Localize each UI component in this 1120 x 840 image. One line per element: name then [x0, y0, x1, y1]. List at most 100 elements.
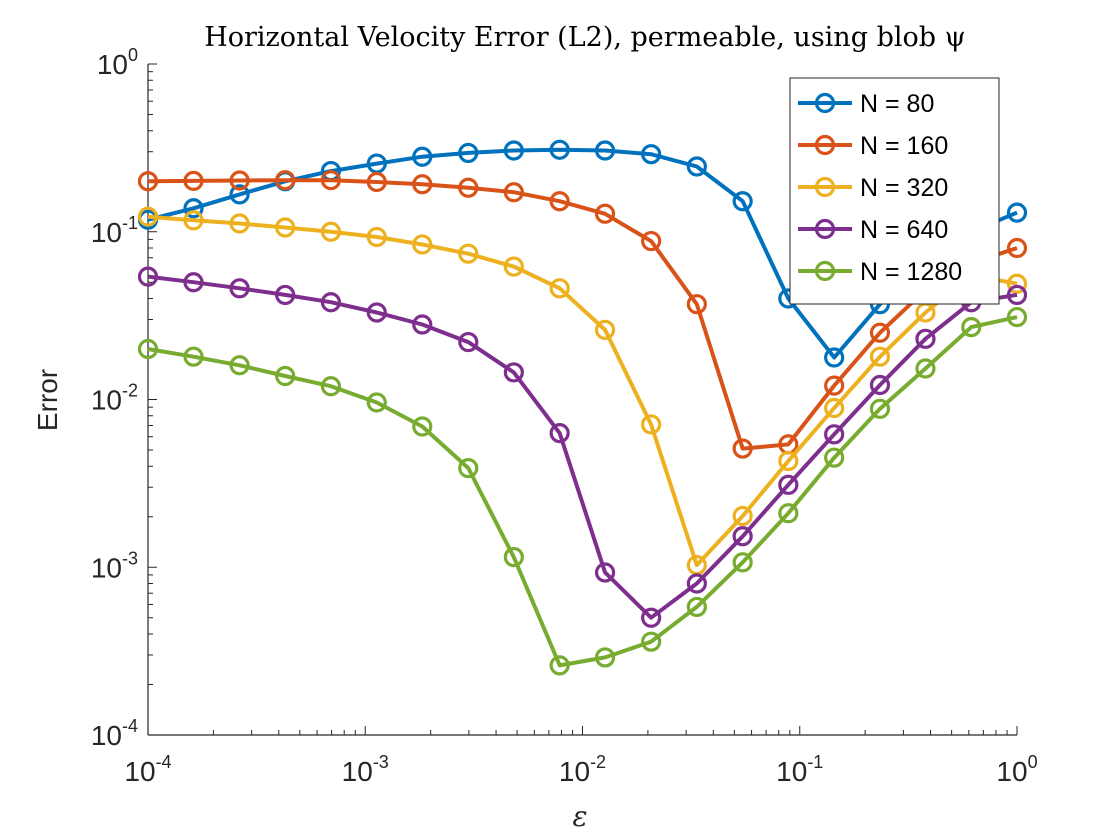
legend-item: N = 320 — [798, 174, 948, 202]
series-2 — [137, 170, 1028, 459]
data-point — [412, 146, 433, 167]
data-point — [686, 573, 707, 594]
legend-item: N = 160 — [798, 132, 948, 160]
legend-label: N = 160 — [860, 132, 948, 160]
data-point — [1006, 306, 1028, 328]
data-point — [641, 144, 662, 165]
series-3 — [137, 206, 1028, 576]
data-point — [183, 210, 204, 231]
y-axis-label: Error — [32, 369, 63, 431]
y-tick-label: 10-2 — [91, 381, 138, 416]
data-point — [412, 416, 433, 437]
data-point — [229, 213, 250, 234]
data-point — [594, 647, 616, 668]
y-axis-ticks: 10-4 10-3 10-2 10-1 100 — [91, 45, 157, 751]
data-point — [915, 328, 936, 349]
data-point — [549, 655, 570, 676]
x-tick-label: 100 — [996, 752, 1037, 787]
data-point — [458, 457, 479, 479]
legend-marker — [814, 218, 836, 240]
data-point — [229, 278, 250, 299]
x-axis-label: ε — [572, 800, 587, 833]
data-point — [412, 314, 433, 335]
y-tick-label: 100 — [97, 45, 138, 80]
x-tick-label: 10-1 — [776, 752, 823, 787]
data-point — [869, 398, 891, 419]
data-point — [503, 362, 524, 383]
data-point — [824, 375, 845, 396]
data-point — [732, 526, 753, 547]
legend-marker — [814, 92, 836, 114]
legend-item: N = 640 — [798, 216, 948, 244]
data-point — [183, 198, 204, 219]
data-point — [183, 170, 204, 191]
legend-label: N = 640 — [860, 216, 948, 244]
data-point — [594, 203, 616, 224]
data-point — [641, 414, 662, 435]
data-point — [1006, 284, 1028, 306]
legend-marker — [814, 176, 836, 198]
legend-box — [789, 77, 1000, 305]
data-point — [549, 139, 570, 160]
x-tick-label: 10-3 — [342, 752, 389, 787]
data-point — [229, 170, 250, 191]
data-point — [366, 302, 387, 323]
data-point — [641, 230, 662, 252]
data-point — [458, 142, 479, 164]
legend-marker — [814, 134, 836, 156]
data-point — [961, 317, 982, 338]
data-point — [320, 221, 342, 242]
data-point — [686, 596, 707, 618]
data-point — [594, 140, 616, 161]
data-point — [778, 503, 799, 524]
data-point — [137, 206, 159, 227]
data-point — [686, 156, 707, 177]
data-point — [824, 424, 845, 445]
x-tick-label: 10-4 — [124, 752, 171, 787]
data-point — [275, 365, 296, 387]
chart-title: Horizontal Velocity Error (L2), permeabl… — [204, 22, 966, 53]
data-point — [275, 217, 296, 238]
data-point — [641, 631, 662, 652]
data-point — [915, 358, 936, 379]
data-point — [641, 607, 662, 628]
data-point — [869, 374, 891, 396]
data-point — [366, 171, 387, 193]
data-point — [549, 191, 570, 212]
data-point — [732, 191, 753, 212]
data-point — [869, 346, 891, 367]
data-point — [275, 170, 296, 191]
legend-marker — [814, 260, 836, 282]
data-point — [137, 266, 159, 287]
data-point — [503, 256, 524, 277]
data-point — [549, 278, 570, 299]
data-point — [229, 184, 250, 205]
data-point — [229, 355, 250, 376]
series-5 — [137, 306, 1028, 676]
data-point — [458, 177, 479, 198]
data-point — [183, 272, 204, 293]
data-point — [732, 438, 753, 459]
y-tick-label: 10-1 — [91, 213, 138, 248]
legend-label: N = 320 — [860, 174, 948, 202]
data-point — [183, 346, 204, 367]
data-point — [320, 376, 342, 397]
legend-item: N = 1280 — [798, 258, 962, 286]
data-point — [824, 397, 845, 419]
series-4 — [137, 266, 1028, 628]
data-point — [366, 226, 387, 248]
data-point — [1006, 202, 1028, 223]
data-point — [549, 423, 570, 444]
data-point — [778, 450, 799, 472]
data-point — [594, 319, 616, 340]
data-point — [137, 338, 159, 360]
data-point — [320, 170, 342, 191]
data-point — [503, 182, 524, 203]
y-tick-label: 10-4 — [91, 716, 138, 751]
data-point — [412, 234, 433, 255]
data-point — [824, 447, 845, 468]
data-point — [320, 292, 342, 313]
data-point — [1006, 273, 1028, 294]
legend-label: N = 80 — [860, 90, 934, 118]
